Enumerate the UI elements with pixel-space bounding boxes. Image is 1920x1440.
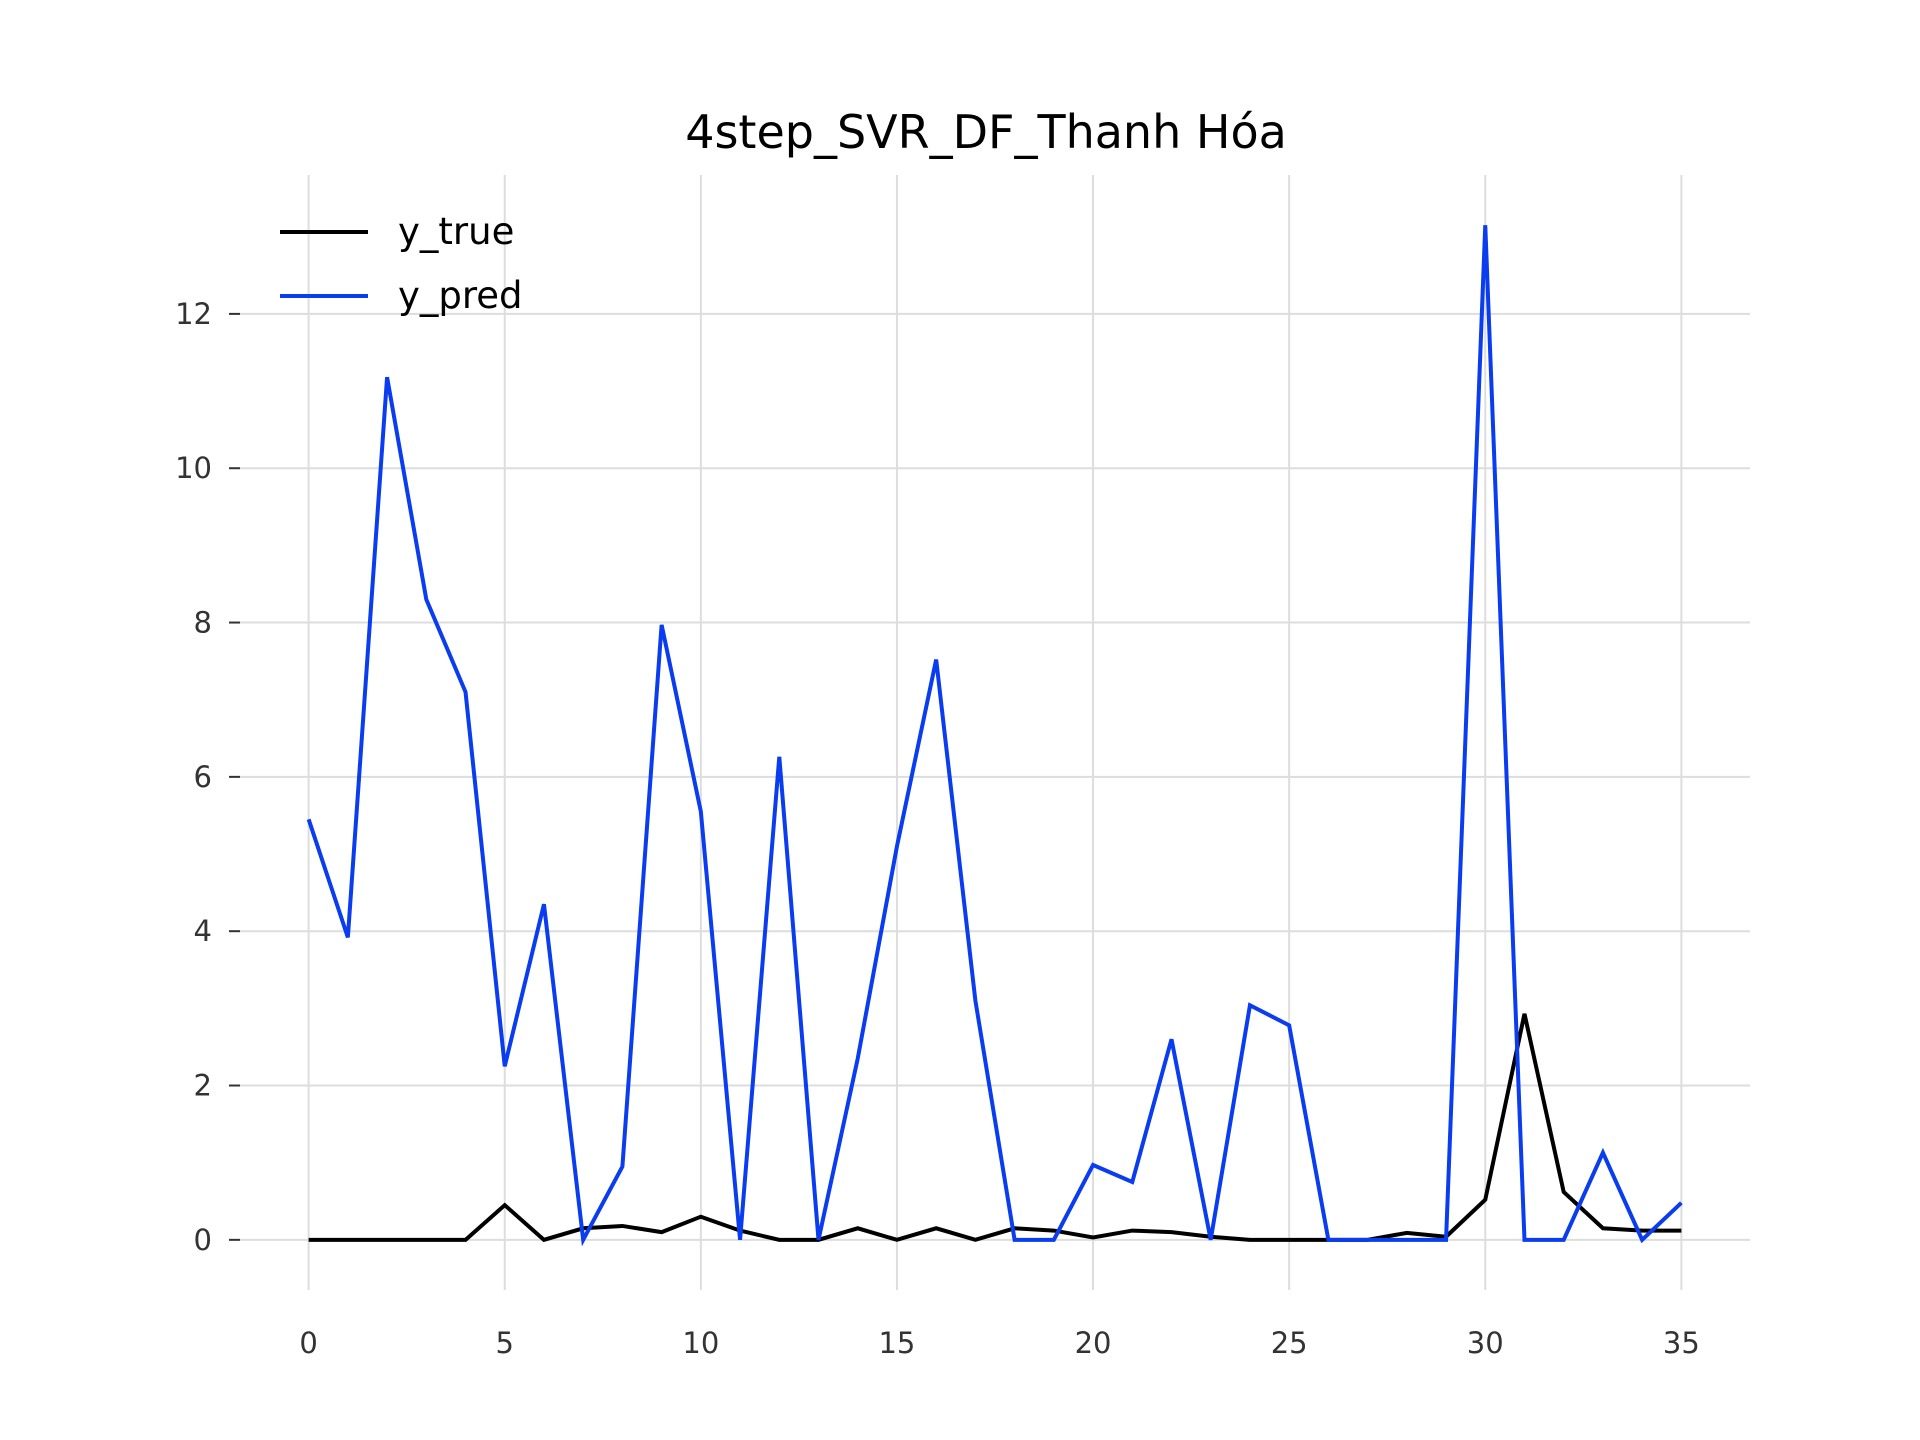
- x-tick-label: 25: [1271, 1326, 1308, 1360]
- x-tick-label: 30: [1467, 1326, 1504, 1360]
- y-tick-label: 4: [194, 914, 212, 948]
- x-tick-label: 20: [1075, 1326, 1112, 1360]
- x-tick-label: 0: [299, 1326, 317, 1360]
- legend-label-y-pred: y_pred: [398, 274, 523, 317]
- y-tick-label: 6: [194, 760, 212, 794]
- chart-title: 4step_SVR_DF_Thanh Hóa: [685, 105, 1287, 159]
- y-tick-label: 8: [194, 606, 212, 640]
- series-line-y-true: [308, 1013, 1682, 1243]
- x-tick-label: 15: [878, 1326, 915, 1360]
- y-tick-label: 12: [175, 297, 212, 331]
- x-tick-label: 10: [682, 1326, 719, 1360]
- x-axis: 0 5 10 15 20 25 30 35: [299, 1326, 1699, 1360]
- legend: y_true y_pred: [280, 210, 523, 317]
- y-tick-label: 0: [194, 1223, 212, 1257]
- series-lines: [306, 225, 1683, 1247]
- series-line-y-pred: [306, 225, 1683, 1247]
- x-tick-label: 35: [1663, 1326, 1700, 1360]
- x-tick-label: 5: [496, 1326, 514, 1360]
- y-axis: 0 2 4 6 8 10 12: [175, 297, 240, 1257]
- y-tick-label: 10: [175, 451, 212, 485]
- y-tick-label: 2: [194, 1069, 212, 1103]
- legend-entry-y-true: y_true: [280, 210, 514, 253]
- legend-entry-y-pred: y_pred: [280, 274, 523, 317]
- legend-label-y-true: y_true: [398, 210, 514, 253]
